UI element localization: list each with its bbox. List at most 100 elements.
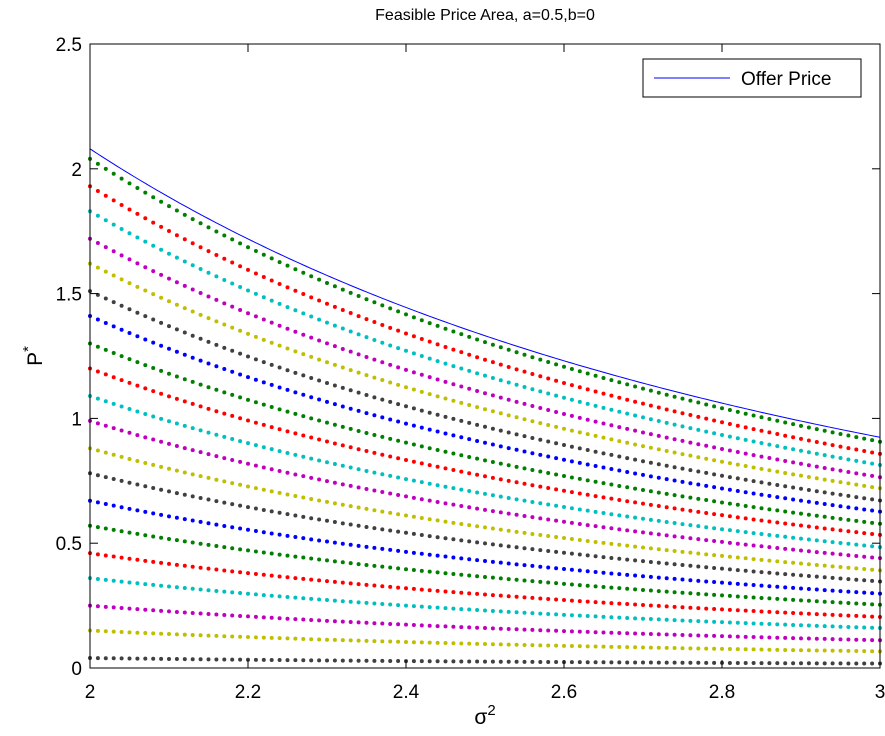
data-point xyxy=(356,523,361,528)
data-point xyxy=(696,551,701,556)
data-point xyxy=(514,464,519,469)
data-point xyxy=(411,442,416,447)
data-point xyxy=(238,613,243,618)
data-point xyxy=(743,451,748,456)
data-point xyxy=(759,609,764,614)
data-point xyxy=(261,615,266,620)
data-point xyxy=(704,510,709,515)
data-point xyxy=(625,382,630,387)
data-point xyxy=(688,646,693,651)
data-point xyxy=(609,526,614,531)
data-point xyxy=(727,581,732,586)
data-point xyxy=(475,456,480,461)
data-point xyxy=(538,437,543,442)
data-point xyxy=(95,448,100,453)
data-point xyxy=(862,614,867,619)
data-point xyxy=(151,292,156,297)
data-point xyxy=(483,626,487,631)
data-point xyxy=(277,343,282,348)
data-point xyxy=(182,492,187,497)
data-point xyxy=(593,614,598,619)
data-point xyxy=(538,469,543,474)
data-point xyxy=(467,557,472,562)
data-point xyxy=(688,660,693,665)
data-point xyxy=(269,447,274,452)
data-point xyxy=(767,468,772,473)
data-point xyxy=(119,404,124,409)
data-point xyxy=(483,608,487,613)
data-point xyxy=(720,446,724,451)
data-point xyxy=(791,460,796,465)
data-point xyxy=(664,448,669,453)
data-point xyxy=(198,267,203,272)
data-point xyxy=(562,519,566,524)
data-point xyxy=(459,350,464,355)
data-point xyxy=(743,503,748,508)
data-point xyxy=(483,458,487,463)
data-point xyxy=(135,211,140,216)
data-point xyxy=(174,468,179,473)
data-point xyxy=(767,507,772,512)
data-point xyxy=(174,421,179,426)
data-point xyxy=(182,470,187,475)
data-point xyxy=(759,506,764,511)
data-point xyxy=(506,413,511,418)
data-point xyxy=(530,451,535,456)
data-point xyxy=(546,439,551,444)
data-point xyxy=(364,620,369,625)
data-point xyxy=(680,563,685,568)
data-point xyxy=(427,339,432,344)
data-point xyxy=(648,403,653,408)
data-point xyxy=(143,435,148,440)
data-point xyxy=(317,597,322,602)
data-point xyxy=(151,389,156,394)
data-point xyxy=(751,465,756,470)
data-point xyxy=(206,270,211,275)
data-point xyxy=(127,181,132,186)
data-point xyxy=(569,367,574,372)
data-point xyxy=(735,647,740,652)
data-point xyxy=(419,408,424,413)
data-point xyxy=(554,441,559,446)
data-point xyxy=(332,637,337,642)
data-point xyxy=(569,537,574,542)
data-point xyxy=(230,348,235,353)
data-point xyxy=(435,588,440,593)
data-point xyxy=(759,518,764,523)
series-layer xyxy=(88,148,882,666)
data-point xyxy=(269,489,274,494)
data-point xyxy=(720,486,724,491)
data-point xyxy=(656,433,661,438)
data-point xyxy=(198,565,203,570)
data-point xyxy=(119,253,124,258)
data-point xyxy=(309,314,314,319)
data-point xyxy=(862,625,867,630)
data-point xyxy=(238,634,243,639)
data-point xyxy=(791,522,796,527)
data-point xyxy=(688,605,693,610)
data-point xyxy=(767,558,772,563)
data-point xyxy=(562,364,566,369)
data-point xyxy=(396,382,401,387)
data-point xyxy=(656,518,661,523)
data-point xyxy=(648,531,653,536)
data-point xyxy=(641,501,645,506)
data-point xyxy=(822,465,827,470)
data-point xyxy=(522,546,527,551)
data-point xyxy=(451,433,456,438)
data-point xyxy=(814,451,819,456)
data-point xyxy=(814,464,819,469)
data-point xyxy=(727,647,732,652)
data-point xyxy=(751,479,756,484)
data-point xyxy=(522,627,527,632)
data-point xyxy=(174,396,179,401)
data-point xyxy=(593,403,598,408)
data-point xyxy=(656,632,661,637)
data-point xyxy=(451,468,456,473)
data-point xyxy=(727,554,732,559)
data-point xyxy=(759,480,764,485)
data-point xyxy=(838,661,843,666)
data-point xyxy=(214,342,219,347)
data-point xyxy=(293,576,298,581)
data-point xyxy=(633,660,638,665)
